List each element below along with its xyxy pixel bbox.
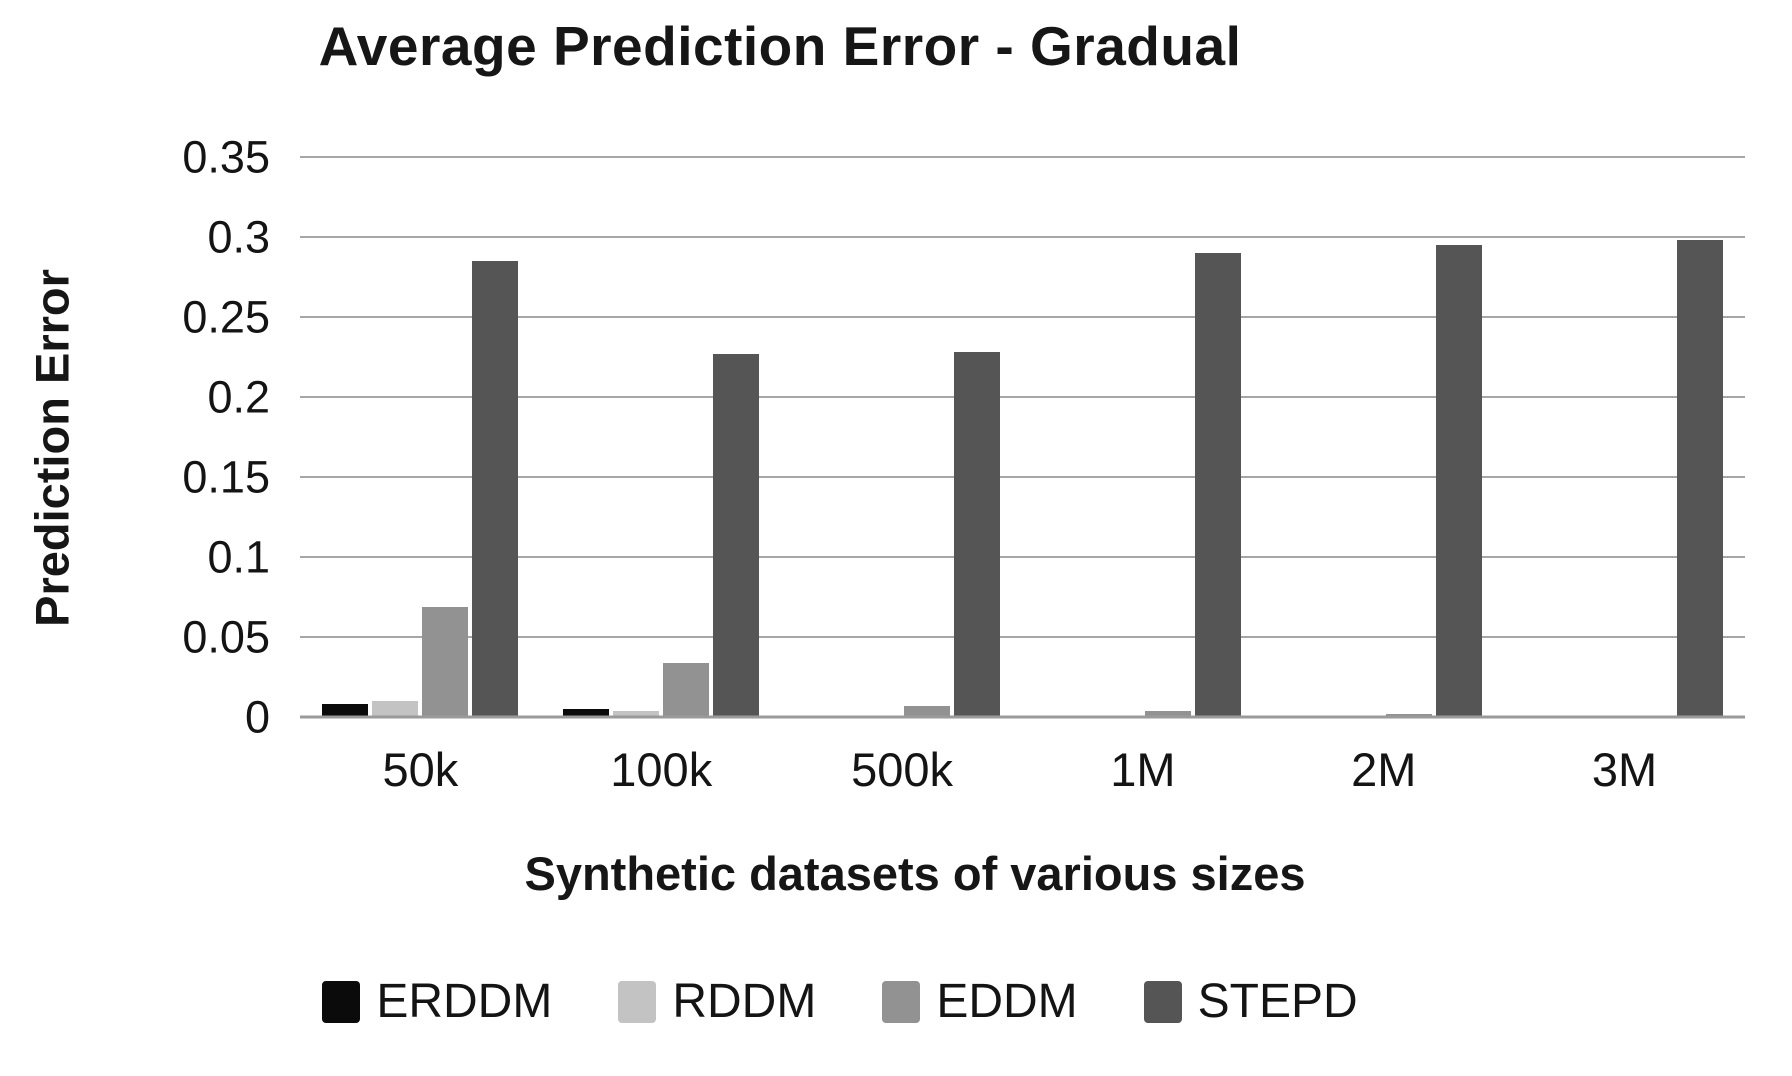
y-tick-label: 0.25: [182, 291, 270, 343]
y-tick-label: 0: [244, 691, 270, 743]
gridline: [300, 236, 1745, 238]
legend-swatch-erddm: [322, 981, 361, 1023]
bar-eddm-100k: [663, 663, 710, 717]
x-tick-label-1m: 1M: [1110, 743, 1176, 796]
bar-stepd-3m: [1676, 240, 1723, 717]
x-tick-label-3m: 3M: [1591, 743, 1658, 796]
bar-stepd-50k: [472, 261, 519, 717]
x-axis-title: Synthetic datasets of various sizes: [524, 847, 1306, 900]
legend-swatch-stepd: [1143, 981, 1182, 1023]
x-tick-label-500k: 500k: [851, 743, 954, 796]
gridline: [300, 396, 1745, 398]
legend-label-erddm: ERDDM: [376, 975, 553, 1028]
x-tick-label-2m: 2M: [1351, 743, 1417, 796]
gridline: [300, 476, 1745, 478]
gridline: [300, 556, 1745, 558]
bar-groups: [300, 157, 1745, 717]
gridline: [300, 636, 1745, 638]
bar-stepd-2m: [1435, 245, 1482, 717]
legend-label-stepd: STEPD: [1197, 975, 1358, 1028]
bar-stepd-500k: [954, 352, 1001, 717]
legend-label-rddm: RDDM: [672, 975, 817, 1028]
bar-eddm-500k: [904, 706, 951, 717]
y-tick-label: 0.2: [207, 371, 270, 423]
y-tick-label: 0.15: [182, 451, 270, 503]
bar-stepd-100k: [713, 354, 760, 717]
x-axis-line: [300, 715, 1745, 719]
legend-item-rddm: RDDM: [618, 978, 816, 1026]
legend-item-erddm: ERDDM: [322, 978, 552, 1026]
y-tick-label: 0.1: [207, 531, 270, 583]
bar-group-50k: [300, 157, 541, 717]
chart-title: Average Prediction Error - Gradual: [318, 15, 1242, 77]
bar-eddm-50k: [422, 607, 469, 717]
bar-group-3m: [1504, 157, 1745, 717]
y-tick-label: 0.35: [182, 131, 270, 183]
gridline: [300, 316, 1745, 318]
bar-erddm-50k: [322, 704, 369, 717]
y-tick-label: 0.05: [182, 611, 270, 663]
x-tick-label-50k: 50k: [382, 743, 459, 796]
bar-eddm-1m: [1144, 711, 1191, 717]
x-tick-label-100k: 100k: [610, 743, 713, 796]
y-tick-label: 0.3: [207, 211, 270, 263]
legend-swatch-eddm: [882, 981, 921, 1023]
legend-item-eddm: EDDM: [882, 975, 1078, 1028]
plot-area: 0.35 0.3 0.25 0.2 0.15 0.1 0.05 0: [182, 135, 1745, 740]
legend-label-eddm: EDDM: [936, 975, 1078, 1028]
bar-group-1m: [1022, 157, 1263, 717]
bar-erddm-100k: [563, 709, 610, 717]
bar-stepd-1m: [1194, 253, 1241, 717]
legend-item-stepd: STEPD: [1143, 975, 1358, 1028]
bar-group-100k: [541, 157, 782, 717]
bar-rddm-100k: [613, 711, 660, 717]
bar-rddm-50k: [372, 701, 419, 717]
gridline: [300, 156, 1745, 158]
bar-group-500k: [782, 157, 1023, 717]
legend-swatch-rddm: [618, 981, 657, 1023]
bar-group-2m: [1263, 157, 1504, 717]
legend: ERDDM RDDM EDDM STEPD: [60, 978, 1620, 1026]
x-axis-tick-labels: 50k 100k 500k 1M 2M 3M: [300, 742, 1745, 797]
